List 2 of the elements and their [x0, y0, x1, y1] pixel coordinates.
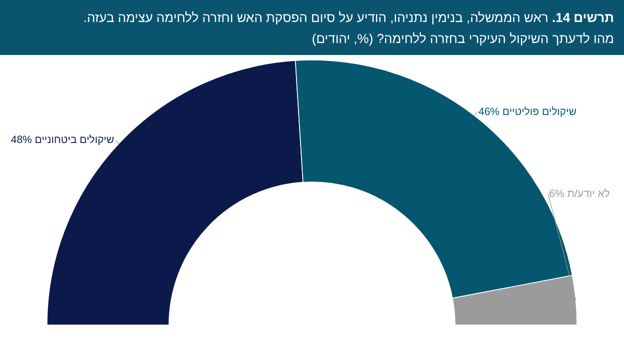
subtitle: מהו לדעתך השיקול העיקרי בחזרה ללחימה? (%, יהודים): [312, 31, 614, 46]
title: תרשים 14. ראש הממשלה, בנימין נתניהו, הודיע על סיום הפסקת האש וחזרה ללחימה עצימה בעזה.: [83, 10, 614, 25]
